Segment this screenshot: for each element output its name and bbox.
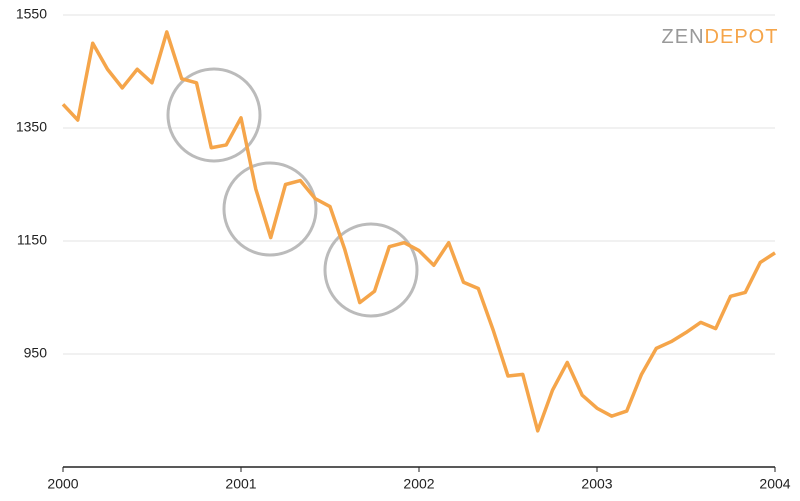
x-tick-label: 2002	[403, 476, 434, 492]
grid	[63, 14, 775, 355]
highlight-circle	[166, 67, 262, 163]
x-tick-label: 2000	[47, 476, 78, 492]
logo-part: DEPOT	[705, 26, 779, 48]
y-tick-label: 1150	[17, 232, 47, 248]
highlight-circle	[323, 222, 419, 318]
logo: ZENDEPOT	[662, 26, 779, 48]
line	[61, 30, 776, 433]
y-tick-label: 1350	[16, 119, 47, 135]
highlight-circle	[222, 161, 318, 257]
y-tick-label: 1550	[16, 6, 47, 22]
y-tick-label: 950	[24, 345, 48, 361]
x-tick-label: 2001	[225, 476, 256, 492]
logo-part: ZEN	[662, 26, 705, 48]
x-tick-label: 2003	[581, 476, 612, 492]
x-tick-label: 2004	[759, 476, 790, 492]
